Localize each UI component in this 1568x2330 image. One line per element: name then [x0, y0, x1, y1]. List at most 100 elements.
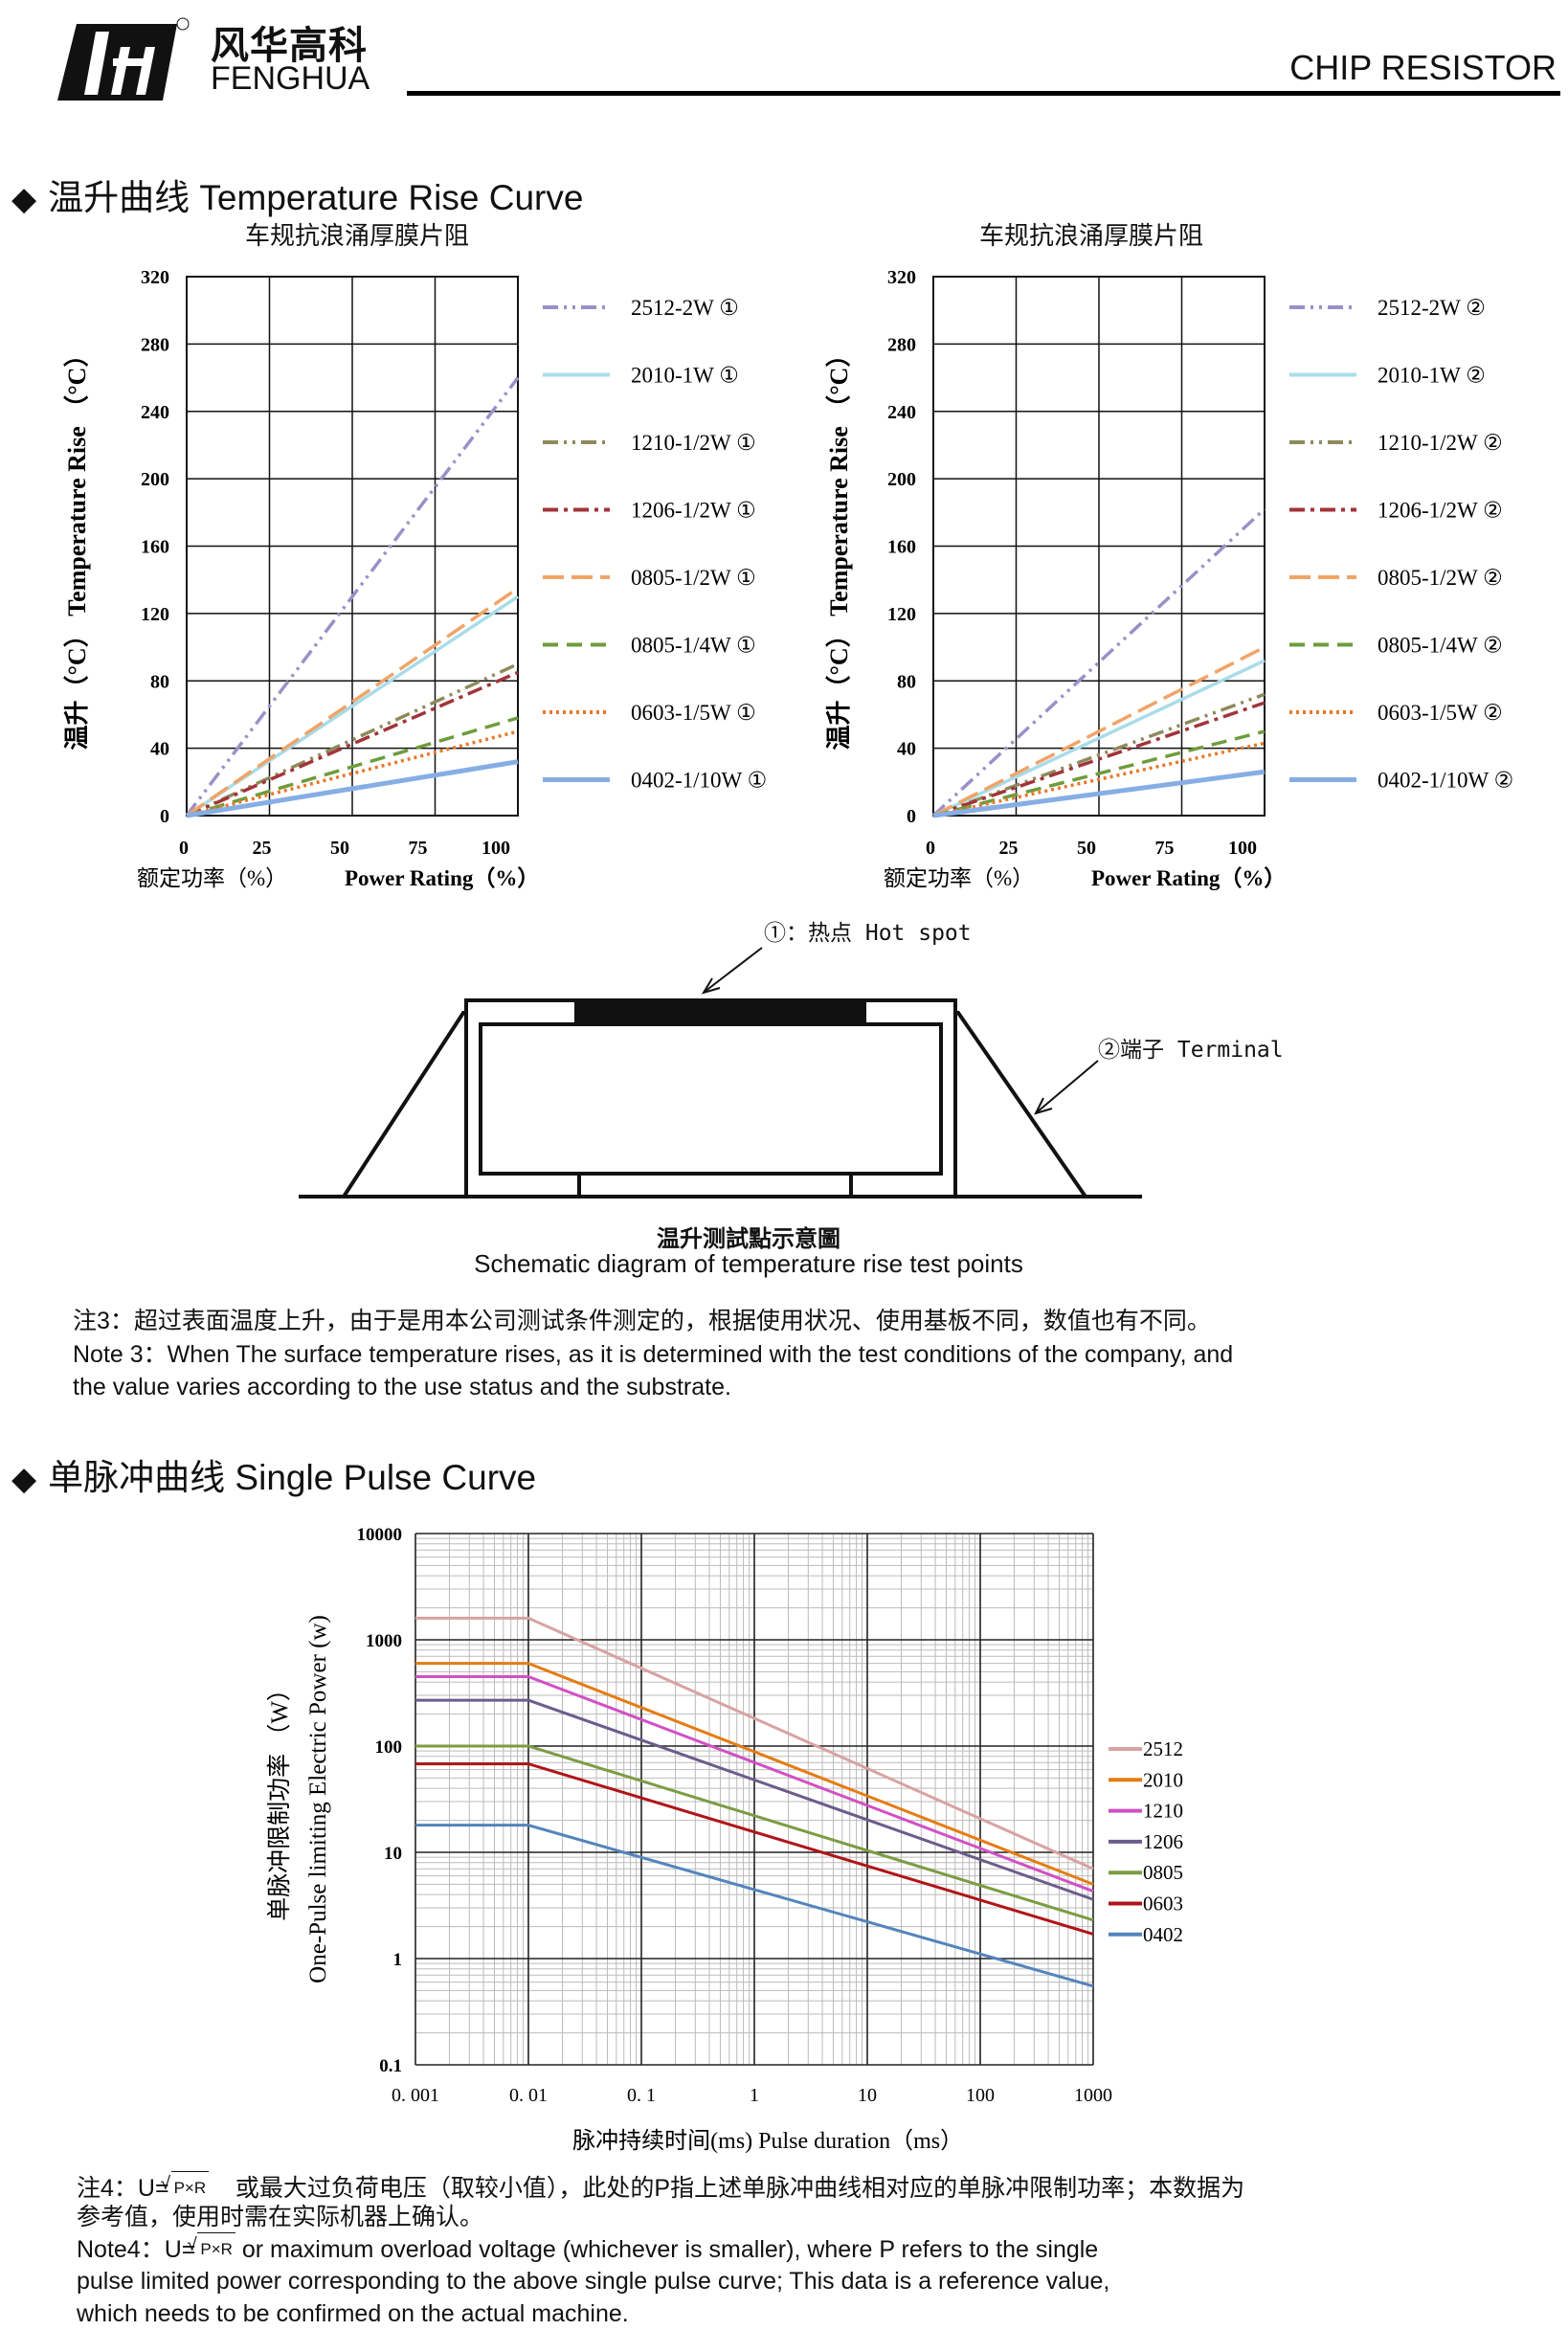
legend-label: 0402-1/10W ②	[1378, 769, 1513, 793]
resistor-substrate	[479, 1022, 943, 1176]
y-tick-label: 0	[160, 806, 169, 827]
legend-label: 0805	[1143, 1861, 1183, 1884]
y-tick-label: 320	[141, 267, 169, 288]
series-line-1206	[415, 1698, 1094, 1901]
terminal-label: ②端子 Terminal	[1098, 1038, 1284, 1063]
section-title: 单脉冲曲线 Single Pulse Curve	[48, 1458, 537, 1497]
legend-label: 1210-1/2W ②	[1378, 431, 1503, 455]
series-line-1210-1/2W	[186, 662, 519, 818]
y-tick-label: 10000	[357, 1525, 403, 1545]
legend-label: 0402	[1143, 1923, 1183, 1946]
single-pulse-chart: 0. 001 0. 01 0. 1 1 10 100 1000 0.1 1 10 100 1000 10…	[266, 1525, 1183, 2154]
y-tick-label: 120	[887, 604, 916, 625]
series-line-0402-1/10W	[186, 759, 519, 818]
x-axis-label-cn: 额定功率（%）	[884, 866, 1034, 890]
section-single-pulse: ◆ 单脉冲曲线 Single Pulse Curve	[11, 1448, 536, 1500]
x-tick-label: 75	[409, 838, 428, 859]
series-line-2512	[415, 1616, 1094, 1871]
x-tick-label: 25	[999, 838, 1019, 859]
logo-mark-icon	[57, 17, 190, 101]
schematic-caption-cn: 温升测試點示意圖	[657, 1226, 840, 1252]
legend-label: 0805-1/2W ①	[631, 566, 756, 590]
legend-label: 2512	[1143, 1737, 1183, 1760]
note4-cn-line2: 参考值，使用时需在实际机器上确认。	[77, 2204, 484, 2230]
sqrt-formula: P×R	[187, 2229, 235, 2266]
legend-label: 0603-1/5W ②	[1378, 701, 1503, 725]
note4-cn-rest: 或最大过负荷电压（取较小值），此处的P指上述单脉冲曲线相对应的单脉冲限制功率；本…	[235, 2175, 1245, 2202]
note4-en-line2: pulse limited power corresponding to the…	[77, 2268, 1110, 2295]
y-tick-label: 40	[150, 739, 169, 760]
y-tick-label: 80	[897, 671, 916, 692]
y-tick-label: 200	[887, 469, 916, 490]
series-line-0402	[415, 1824, 1094, 1988]
x-tick-label: 0	[179, 838, 189, 859]
series-line-1210-1/2W	[932, 692, 1266, 818]
plot-frame	[186, 276, 519, 817]
series-line-0402-1/10W	[932, 769, 1266, 818]
series-line-0603	[415, 1762, 1094, 1936]
series-line-0805-1/4W	[186, 716, 519, 818]
legend-label: 2010	[1143, 1768, 1183, 1791]
note3-cn: 注3：超过表面温度上升，由于是用本公司测试条件测定的，根据使用状况、使用基板不同…	[73, 1308, 1211, 1334]
series-line-1210	[415, 1674, 1094, 1893]
series-line-0805-1/2W	[186, 587, 519, 818]
logo-text-en: FENGHUA	[211, 60, 370, 97]
x-tick-label: 50	[1077, 838, 1096, 859]
temperature-rise-chart-1: 0 40 80 120 160 200 240 280 320 0 25 50 75 100 额定功率（%）…	[63, 267, 767, 890]
x-axis-label-en: Power Rating（%）	[1091, 865, 1286, 890]
y-tick-label: 0	[907, 806, 916, 827]
legend-label: 2010-1W ①	[631, 364, 739, 388]
terminal-right	[955, 1011, 1087, 1199]
y-tick-label: 160	[887, 537, 916, 558]
y-tick-label: 40	[897, 739, 916, 760]
document-title: CHIP RESISTOR	[1289, 48, 1557, 87]
hot-spot-label: ①：热点 Hot spot	[764, 921, 972, 946]
series-line-2010-1W	[932, 659, 1266, 818]
note4-cn-prefix: 注4：U=	[77, 2175, 169, 2202]
schematic-caption-en: Schematic diagram of temperature rise te…	[474, 1249, 1023, 1278]
x-tick-label: 1	[750, 2085, 759, 2106]
note4-cn-line1: 注4：U=P×R 或最大过负荷电压（取较小值），此处的P指上述单脉冲曲线相对应的…	[77, 2168, 1245, 2205]
y-tick-label: 1000	[366, 1631, 402, 1651]
series-line-2512-2W	[931, 507, 1266, 818]
legend-label: 0805-1/4W ①	[631, 634, 756, 658]
x-tick-label: 0	[926, 838, 935, 859]
y-axis-label-cn: 单脉冲限制功率 （W）	[266, 1677, 293, 1921]
series-line-0603-1/5W	[932, 741, 1266, 818]
y-tick-label: 0.1	[379, 2056, 402, 2076]
x-tick-label: 0. 001	[392, 2085, 439, 2106]
chart-right-title: 车规抗浪涌厚膜片阻	[978, 221, 1204, 250]
logo-text-cn: 风华高科	[211, 25, 368, 67]
section-temperature-rise: ◆ 温升曲线 Temperature Rise Curve	[11, 168, 583, 220]
series-line-0805-1/4W	[932, 729, 1266, 818]
y-tick-label: 200	[141, 469, 169, 490]
series-line-0805-1/2W	[932, 645, 1266, 818]
x-tick-label: 0. 1	[627, 2085, 656, 2106]
hot-spot-arrow	[704, 947, 763, 993]
x-axis-label-en: Power Rating（%）	[345, 865, 539, 890]
company-logo: 风华高科 FENGHUA	[57, 14, 402, 101]
y-tick-label: 240	[141, 402, 169, 423]
x-tick-label: 100	[1228, 838, 1257, 859]
x-tick-label: 75	[1155, 838, 1175, 859]
legend-label: 0805-1/4W ②	[1378, 634, 1503, 658]
chart-left-title: 车规抗浪涌厚膜片阻	[244, 221, 470, 250]
test-point-schematic	[299, 947, 1142, 1199]
x-tick-label: 100	[966, 2085, 995, 2106]
legend-label: 1206-1/2W ②	[1378, 499, 1503, 523]
y-tick-label: 160	[141, 537, 169, 558]
plot-frame	[932, 276, 1266, 817]
legend-label: 2512-2W ②	[1378, 296, 1486, 320]
terminal-arrow	[1036, 1060, 1099, 1113]
diamond-bullet-icon: ◆	[11, 181, 37, 217]
note4-en-line1: Note4：U=P×R or maximum overload voltage …	[77, 2229, 1098, 2266]
x-tick-label: 50	[330, 838, 349, 859]
y-tick-label: 1	[393, 1950, 403, 1970]
section-title: 温升曲线 Temperature Rise Curve	[48, 178, 584, 217]
note4-en-line3: which needs to be confirmed on the actua…	[77, 2300, 629, 2327]
legend-label: 0603	[1143, 1893, 1183, 1916]
y-tick-label: 320	[887, 267, 916, 288]
series-line-2512-2W	[185, 376, 520, 818]
y-axis-label: 温升（°C） Temperature Rise （°C）	[825, 343, 853, 751]
x-axis-label: 脉冲持续时间(ms) Pulse duration（ms）	[572, 2128, 963, 2154]
